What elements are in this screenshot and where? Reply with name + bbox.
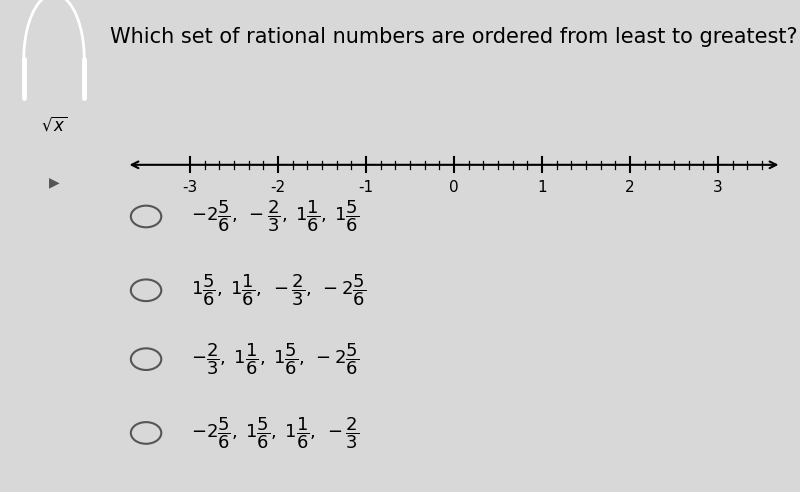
Text: $\sqrt{x}$: $\sqrt{x}$ <box>41 116 67 134</box>
Text: ▶: ▶ <box>49 175 59 189</box>
Text: -1: -1 <box>358 181 374 195</box>
Text: -3: -3 <box>182 181 198 195</box>
Text: 1: 1 <box>537 181 547 195</box>
Text: $1\dfrac{5}{6},\; 1\dfrac{1}{6},\; -\dfrac{2}{3},\; -2\dfrac{5}{6}$: $1\dfrac{5}{6},\; 1\dfrac{1}{6},\; -\dfr… <box>191 273 366 308</box>
Text: Which set of rational numbers are ordered from least to greatest?: Which set of rational numbers are ordere… <box>110 27 798 47</box>
Text: 2: 2 <box>625 181 635 195</box>
Text: $-2\dfrac{5}{6},\; 1\dfrac{5}{6},\; 1\dfrac{1}{6},\; -\dfrac{2}{3}$: $-2\dfrac{5}{6},\; 1\dfrac{5}{6},\; 1\df… <box>191 415 359 451</box>
Text: -2: -2 <box>270 181 286 195</box>
Text: $-\dfrac{2}{3},\; 1\dfrac{1}{6},\; 1\dfrac{5}{6},\; -2\dfrac{5}{6}$: $-\dfrac{2}{3},\; 1\dfrac{1}{6},\; 1\dfr… <box>191 341 359 377</box>
Text: $-2\dfrac{5}{6},\; -\dfrac{2}{3},\; 1\dfrac{1}{6},\; 1\dfrac{5}{6}$: $-2\dfrac{5}{6},\; -\dfrac{2}{3},\; 1\df… <box>191 199 359 234</box>
Text: 0: 0 <box>449 181 459 195</box>
Text: 3: 3 <box>713 181 723 195</box>
